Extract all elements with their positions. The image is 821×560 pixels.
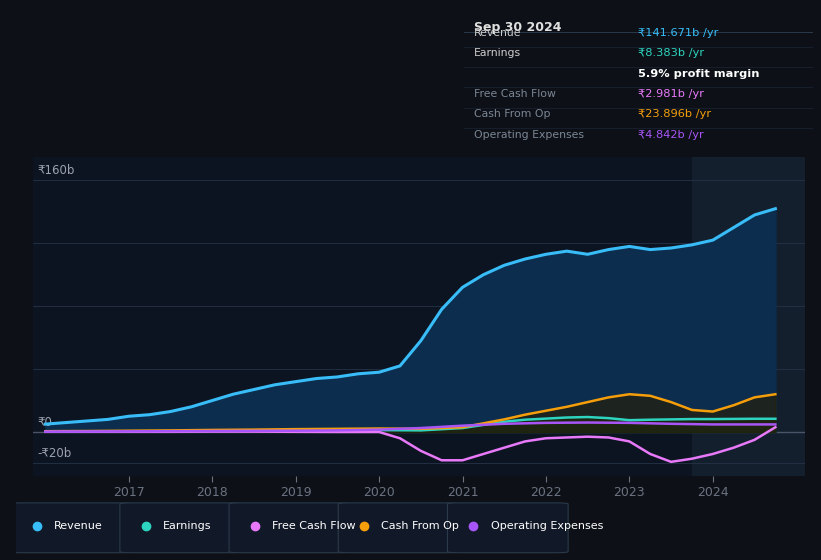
Text: ₹8.383b /yr: ₹8.383b /yr xyxy=(639,49,704,58)
FancyBboxPatch shape xyxy=(338,503,459,553)
Text: Revenue: Revenue xyxy=(54,521,103,531)
Text: ₹2.981b /yr: ₹2.981b /yr xyxy=(639,89,704,99)
Text: Sep 30 2024: Sep 30 2024 xyxy=(475,21,562,34)
Text: Free Cash Flow: Free Cash Flow xyxy=(273,521,355,531)
Text: ₹23.896b /yr: ₹23.896b /yr xyxy=(639,109,712,119)
FancyBboxPatch shape xyxy=(447,503,568,553)
FancyBboxPatch shape xyxy=(11,503,131,553)
Text: Operating Expenses: Operating Expenses xyxy=(475,130,585,139)
Text: 5.9% profit margin: 5.9% profit margin xyxy=(639,69,759,79)
FancyBboxPatch shape xyxy=(120,503,241,553)
Text: Operating Expenses: Operating Expenses xyxy=(491,521,603,531)
Text: ₹160b: ₹160b xyxy=(38,164,75,177)
Text: -₹20b: -₹20b xyxy=(38,447,71,460)
Text: Earnings: Earnings xyxy=(475,49,521,58)
Text: Revenue: Revenue xyxy=(475,28,522,38)
Text: ₹141.671b /yr: ₹141.671b /yr xyxy=(639,28,718,38)
Text: ₹0: ₹0 xyxy=(38,416,53,429)
Text: Earnings: Earnings xyxy=(163,521,212,531)
Text: Cash From Op: Cash From Op xyxy=(382,521,459,531)
Text: Free Cash Flow: Free Cash Flow xyxy=(475,89,556,99)
Text: Cash From Op: Cash From Op xyxy=(475,109,551,119)
Bar xyxy=(692,157,805,476)
FancyBboxPatch shape xyxy=(229,503,350,553)
Text: ₹4.842b /yr: ₹4.842b /yr xyxy=(639,130,704,139)
